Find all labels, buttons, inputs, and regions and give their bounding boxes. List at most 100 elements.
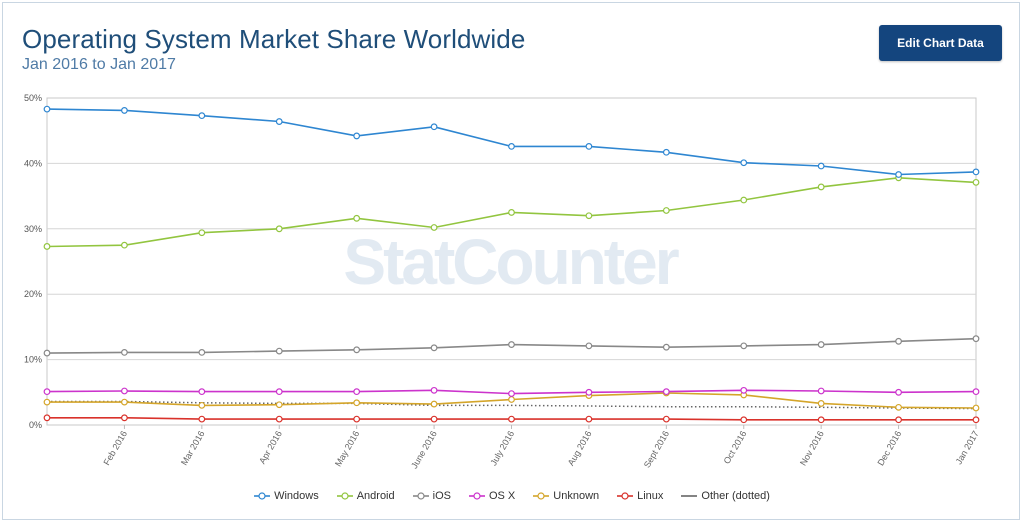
series-unknown[interactable] xyxy=(43,389,980,412)
series-os-x[interactable] xyxy=(43,386,980,398)
data-point-windows[interactable] xyxy=(740,159,748,167)
data-point-unknown[interactable] xyxy=(353,399,361,407)
data-point-android[interactable] xyxy=(585,212,593,220)
data-point-windows[interactable] xyxy=(353,132,361,140)
x-tick-label: Oct 2016 xyxy=(722,429,749,466)
data-point-unknown[interactable] xyxy=(275,401,283,409)
data-point-windows[interactable] xyxy=(508,142,515,150)
data-point-unknown[interactable] xyxy=(198,401,206,409)
legend-item-ios[interactable]: iOS xyxy=(412,490,451,502)
data-point-linux[interactable] xyxy=(43,414,51,422)
data-point-os-x[interactable] xyxy=(198,388,206,396)
data-point-android[interactable] xyxy=(43,243,51,250)
data-point-unknown[interactable] xyxy=(43,398,51,406)
data-point-linux[interactable] xyxy=(662,415,670,423)
data-point-unknown[interactable] xyxy=(895,403,902,411)
data-point-windows[interactable] xyxy=(275,118,283,125)
data-point-ios[interactable] xyxy=(585,342,593,350)
data-point-os-x[interactable] xyxy=(353,388,361,396)
legend-item-windows[interactable]: Windows xyxy=(254,490,319,502)
data-point-ios[interactable] xyxy=(972,335,980,343)
data-point-linux[interactable] xyxy=(508,415,515,423)
legend-label: Other (dotted) xyxy=(701,490,770,502)
data-point-linux[interactable] xyxy=(275,415,283,423)
data-point-os-x[interactable] xyxy=(662,388,670,396)
data-point-ios[interactable] xyxy=(198,349,206,356)
data-point-ios[interactable] xyxy=(430,344,438,352)
data-point-ios[interactable] xyxy=(508,341,515,348)
data-point-linux[interactable] xyxy=(817,416,825,424)
series-other-dotted[interactable] xyxy=(47,400,977,410)
data-point-ios[interactable] xyxy=(895,337,902,345)
legend-swatch-icon xyxy=(254,492,271,500)
data-point-os-x[interactable] xyxy=(121,387,128,395)
legend-swatch-icon xyxy=(412,492,429,500)
data-point-ios[interactable] xyxy=(43,349,51,357)
data-point-android[interactable] xyxy=(740,196,748,204)
data-point-linux[interactable] xyxy=(972,416,980,424)
data-point-windows[interactable] xyxy=(43,105,51,113)
data-point-windows[interactable] xyxy=(121,107,128,114)
legend-item-unknown[interactable]: Unknown xyxy=(533,490,599,502)
data-point-windows[interactable] xyxy=(662,148,670,156)
data-point-ios[interactable] xyxy=(353,346,361,354)
legend-label: OS X xyxy=(488,490,516,502)
data-point-ios[interactable] xyxy=(275,347,283,355)
data-point-os-x[interactable] xyxy=(43,388,51,396)
data-point-ios[interactable] xyxy=(121,349,128,356)
data-point-windows[interactable] xyxy=(430,123,438,131)
data-point-android[interactable] xyxy=(275,225,283,233)
data-point-unknown[interactable] xyxy=(972,404,980,412)
series-windows[interactable] xyxy=(43,105,980,178)
x-tick-label: Feb 2016 xyxy=(101,429,129,467)
data-point-ios[interactable] xyxy=(817,341,825,348)
series-group xyxy=(43,105,980,424)
data-point-os-x[interactable] xyxy=(817,387,825,395)
data-point-linux[interactable] xyxy=(121,414,128,422)
data-point-os-x[interactable] xyxy=(972,388,980,396)
data-point-android[interactable] xyxy=(508,209,515,216)
legend-label: Windows xyxy=(274,490,319,502)
data-point-android[interactable] xyxy=(353,214,361,222)
data-point-android[interactable] xyxy=(121,241,128,249)
data-point-os-x[interactable] xyxy=(508,390,515,398)
data-point-android[interactable] xyxy=(198,229,206,237)
legend-item-other-dotted[interactable]: Other (dotted) xyxy=(681,490,770,502)
data-point-os-x[interactable] xyxy=(895,388,902,396)
data-point-ios[interactable] xyxy=(740,342,748,350)
data-point-windows[interactable] xyxy=(972,168,980,176)
data-point-os-x[interactable] xyxy=(585,388,593,396)
data-point-linux[interactable] xyxy=(198,415,206,423)
data-point-unknown[interactable] xyxy=(121,398,128,406)
data-point-ios[interactable] xyxy=(662,343,670,351)
data-point-linux[interactable] xyxy=(895,416,902,424)
data-point-android[interactable] xyxy=(972,178,980,186)
data-point-unknown[interactable] xyxy=(430,400,438,408)
data-point-android[interactable] xyxy=(817,183,825,191)
data-point-windows[interactable] xyxy=(198,112,206,120)
data-point-android[interactable] xyxy=(430,224,438,231)
legend-item-linux[interactable]: Linux xyxy=(617,490,663,502)
data-point-os-x[interactable] xyxy=(740,386,748,394)
data-point-os-x[interactable] xyxy=(275,388,283,396)
data-point-android[interactable] xyxy=(662,207,670,214)
legend-item-android[interactable]: Android xyxy=(336,490,395,502)
data-point-unknown[interactable] xyxy=(508,396,515,403)
series-android[interactable] xyxy=(43,174,980,250)
data-point-linux[interactable] xyxy=(353,415,361,423)
data-point-windows[interactable] xyxy=(817,162,825,170)
data-point-linux[interactable] xyxy=(430,415,438,423)
data-point-os-x[interactable] xyxy=(430,386,438,394)
data-point-linux[interactable] xyxy=(585,415,593,423)
data-point-linux[interactable] xyxy=(740,416,748,424)
data-point-unknown[interactable] xyxy=(817,400,825,407)
legend-swatch-marker xyxy=(341,492,349,500)
data-point-windows[interactable] xyxy=(895,171,902,178)
data-point-windows[interactable] xyxy=(585,142,593,150)
edit-chart-data-button[interactable]: Edit Chart Data xyxy=(879,25,1002,61)
series-linux[interactable] xyxy=(43,414,980,424)
series-ios[interactable] xyxy=(43,335,980,357)
legend-swatch-marker xyxy=(473,492,481,500)
legend-item-os-x[interactable]: OS X xyxy=(468,490,516,502)
